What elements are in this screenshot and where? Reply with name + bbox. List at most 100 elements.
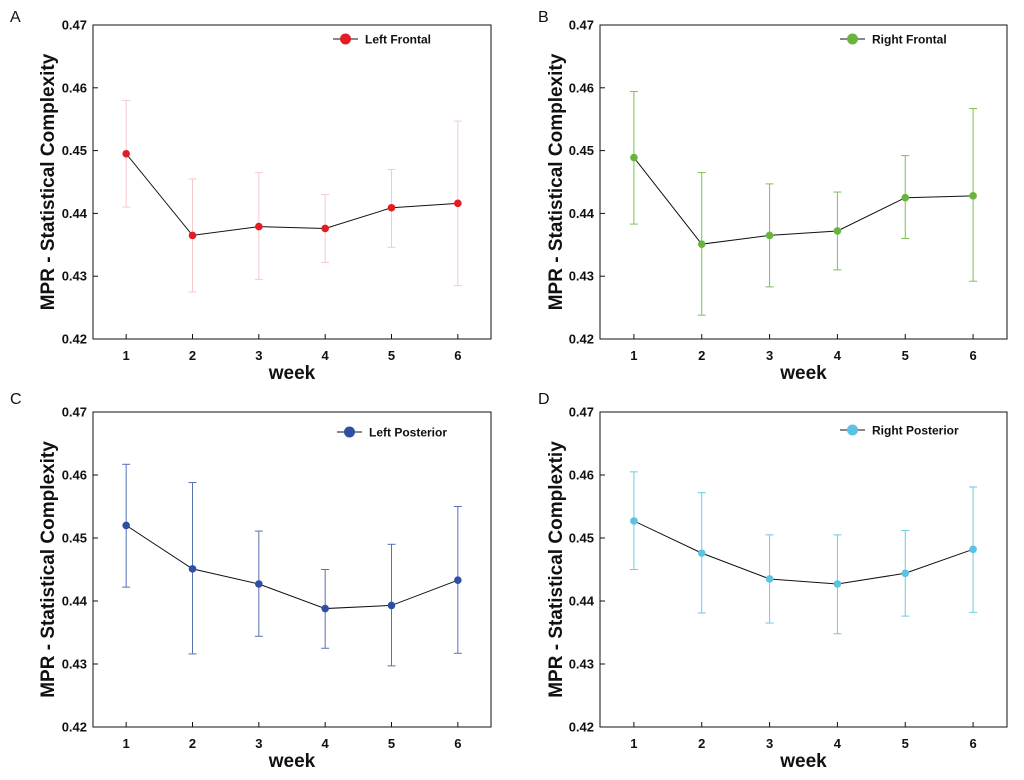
data-point [122,149,130,158]
x-tick-label: 2 [189,736,196,751]
series-line [633,520,974,585]
x-tick-label: 4 [322,348,330,363]
x-axis-title: week [779,751,827,772]
plot-frame [599,411,1008,728]
panel-letter: D [538,391,550,408]
legend-label: Right Posterior [872,424,959,438]
y-tick-label: 0.44 [569,594,595,609]
y-axis-title: MPR - Statistical Complexity [38,441,59,698]
x-tick-label: 1 [123,736,130,751]
x-tick-label: 4 [834,736,842,751]
y-tick-label: 0.47 [569,405,594,420]
data-point [833,580,842,588]
y-tick-label: 0.44 [62,206,88,221]
series-line [125,524,459,610]
x-tick-label: 1 [630,348,637,363]
legend-marker [847,33,858,45]
series-line [633,157,974,245]
legend-label: Left Frontal [365,33,431,47]
data-point [255,222,263,231]
y-tick-label: 0.43 [62,269,87,284]
y-tick-label: 0.44 [569,206,595,221]
legend: Left Posterior [337,426,447,440]
legend: Right Frontal [840,33,947,47]
y-tick-label: 0.42 [569,332,594,347]
y-tick-label: 0.45 [62,143,87,158]
data-point [387,203,396,212]
y-tick-label: 0.43 [62,657,87,672]
legend-marker [344,426,355,438]
legend-label: Right Frontal [872,33,947,47]
chart-panel-c: C 0.42 0.43 0.44 0.45 0.46 0.47 1 2 3 4 5 6 week MPR -… [10,391,492,772]
chart-panel-b: B 0.42 0.43 0.44 0.45 0.46 0.47 1 2 3 4 5 6 week MPR -… [538,9,1008,384]
data-point [255,580,263,588]
data-point [901,569,910,578]
legend-marker [340,33,351,45]
data-point [122,521,130,530]
y-tick-label: 0.46 [62,468,87,483]
y-axis-title: MPR - Statistical Complexity [38,53,59,310]
y-tick-label: 0.47 [569,18,594,33]
plot-frame [92,411,492,728]
data-point [697,240,706,248]
x-tick-label: 6 [454,348,461,363]
data-point [765,575,774,583]
data-point [387,601,396,610]
data-point [969,192,977,200]
x-tick-label: 3 [766,348,773,363]
data-point [321,604,329,613]
data-point [765,231,774,240]
data-point [630,517,638,525]
y-tick-label: 0.43 [569,269,594,284]
panel-letter: A [10,9,21,26]
y-tick-label: 0.47 [62,405,87,420]
panel-letter: B [538,9,549,26]
x-tick-label: 5 [388,736,395,751]
y-tick-label: 0.42 [62,332,87,347]
data-point [697,549,706,557]
x-tick-label: 3 [766,736,773,751]
data-point [454,199,462,208]
chart-panel-a: A 0.42 0.43 0.44 0.45 0.46 0.47 1 2 3 4 5 6 week MPR -… [10,9,492,384]
y-tick-label: 0.46 [569,468,594,483]
data-point [188,231,197,240]
y-axis-title: MPR - Statistical Complextiy [546,441,567,698]
panel-letter: C [10,391,22,408]
data-point [630,153,638,162]
x-tick-label: 1 [123,348,130,363]
x-tick-label: 4 [322,736,330,751]
x-axis-title: week [268,751,316,772]
legend: Right Posterior [840,424,959,438]
y-tick-label: 0.42 [569,720,594,735]
data-point [188,565,197,573]
x-tick-label: 6 [969,736,976,751]
data-point [901,193,910,202]
y-tick-label: 0.45 [62,531,87,546]
series-line [125,153,458,236]
y-tick-label: 0.46 [62,80,87,95]
y-axis-title: MPR - Statistical Complexity [546,53,567,310]
x-tick-label: 5 [388,348,395,363]
x-tick-label: 5 [902,736,909,751]
data-point [833,227,842,235]
plot-frame [599,24,1008,340]
x-tick-label: 2 [698,736,705,751]
y-tick-label: 0.43 [569,657,594,672]
x-tick-label: 3 [255,348,262,363]
x-tick-label: 5 [902,348,909,363]
y-tick-label: 0.45 [569,531,594,546]
legend-marker [847,424,858,436]
plot-frame [92,24,492,340]
x-tick-label: 6 [969,348,976,363]
legend: Left Frontal [333,33,431,47]
x-tick-label: 2 [698,348,705,363]
x-axis-title: week [779,363,827,384]
y-tick-label: 0.45 [569,143,594,158]
x-tick-label: 1 [630,736,637,751]
x-axis-title: week [268,363,316,384]
x-tick-label: 4 [834,348,842,363]
data-point [454,576,462,585]
legend-label: Left Posterior [369,426,447,440]
chart-panel-d: D 0.42 0.43 0.44 0.45 0.46 0.47 1 2 3 4 5 6 week MPR -… [538,391,1008,772]
